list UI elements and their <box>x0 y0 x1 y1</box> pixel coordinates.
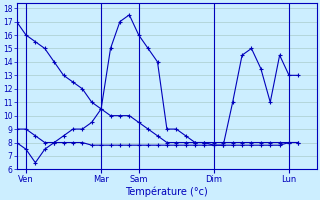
X-axis label: Température (°c): Température (°c) <box>125 187 208 197</box>
